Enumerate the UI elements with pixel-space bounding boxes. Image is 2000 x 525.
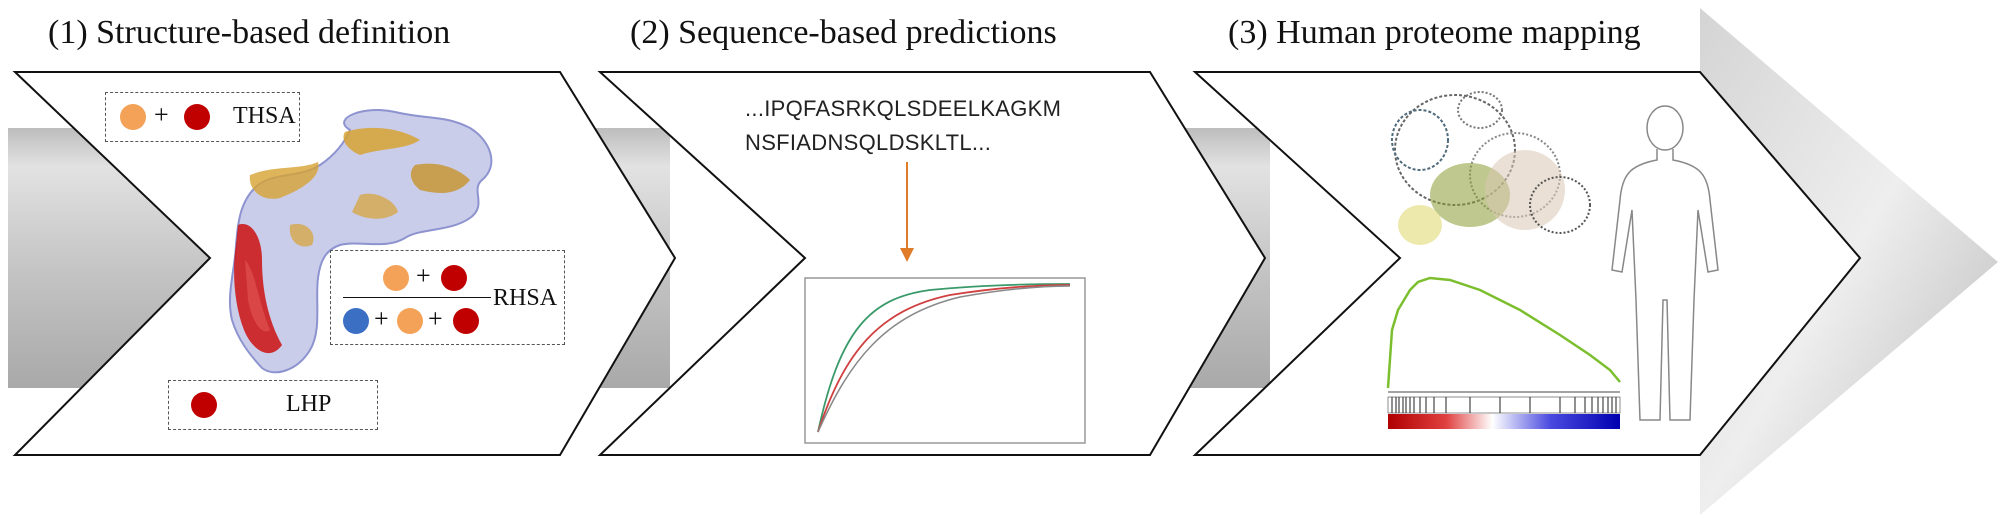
rhsa-legend-box: + + + RHSA <box>330 250 565 345</box>
lhp-label: LHP <box>286 391 332 417</box>
plus-sign: + <box>428 304 443 333</box>
chevron-panel-2 <box>597 71 1267 456</box>
enrichment-plot <box>1386 276 1621 429</box>
plus-sign: + <box>374 304 389 333</box>
lhp-legend-box: LHP <box>168 380 378 430</box>
sequence-line-1: ...IPQFASRKQLSDEELKAGKM <box>745 96 1062 121</box>
human-body-silhouette <box>1611 105 1719 421</box>
orange-dot <box>397 308 423 334</box>
red-dot <box>184 104 210 130</box>
curve-red <box>817 284 1071 433</box>
fraction-bar <box>343 297 491 298</box>
red-dot <box>441 265 467 291</box>
protein-surface-graphic <box>228 109 493 374</box>
protein-cluster-graphic <box>1391 91 1591 245</box>
step1-title: (1) Structure-based definition <box>48 14 451 51</box>
step3-title: (3) Human proteome mapping <box>1228 14 1641 51</box>
enrichment-curve <box>1386 276 1621 389</box>
sequence-prediction-chart <box>804 162 1086 444</box>
curve-gray <box>817 285 1071 433</box>
chart-frame <box>804 277 1086 444</box>
rank-color-bar <box>1388 414 1620 429</box>
sequence-line-2: NSFIADNSQLDSKLTL... <box>745 130 992 155</box>
down-arrow-head <box>900 248 914 262</box>
plus-sign: + <box>154 100 169 129</box>
step2-title: (2) Sequence-based predictions <box>630 14 1057 51</box>
thsa-label: THSA <box>233 103 296 129</box>
red-dot <box>453 308 479 334</box>
blue-dot <box>343 308 369 334</box>
rhsa-label: RHSA <box>493 285 558 311</box>
thsa-legend-box: + THSA <box>105 92 300 142</box>
orange-dot <box>383 265 409 291</box>
red-dot <box>191 392 217 418</box>
orange-dot <box>120 104 146 130</box>
plus-sign: + <box>416 261 431 290</box>
curve-green <box>817 283 1071 433</box>
